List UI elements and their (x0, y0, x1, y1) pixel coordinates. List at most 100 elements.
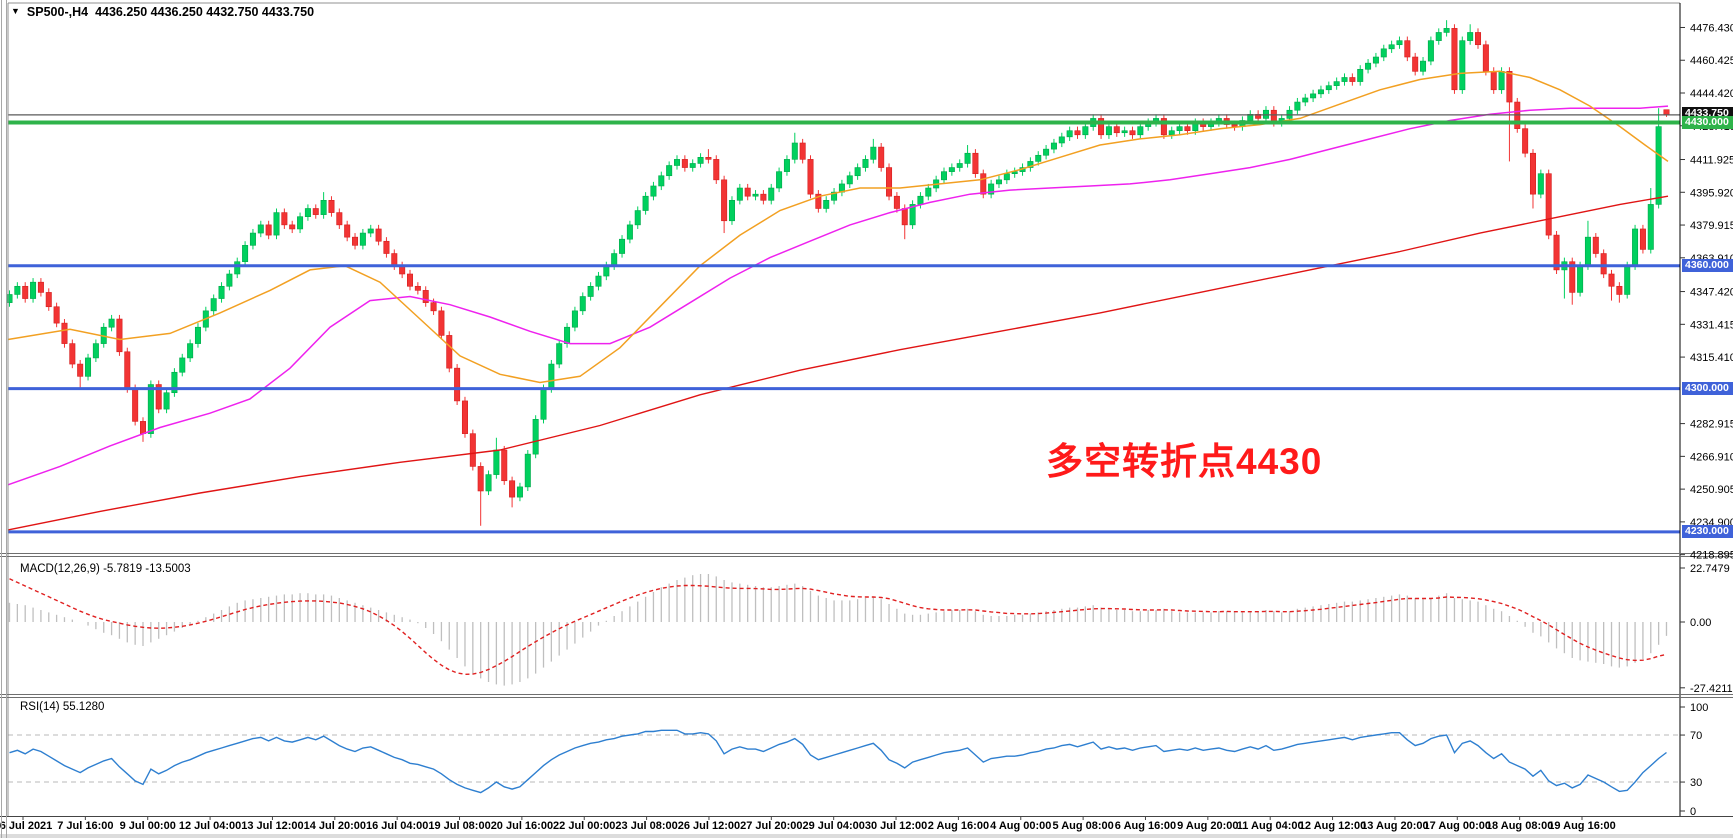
candle-body (1412, 56, 1419, 72)
candle-body (760, 193, 767, 201)
candle-body (1365, 62, 1372, 70)
candle-body (273, 212, 280, 236)
candle-body (1027, 161, 1034, 168)
candle-body (556, 343, 563, 365)
candle-body (336, 212, 343, 226)
candle-body (705, 157, 712, 160)
candle-body (870, 146, 877, 160)
candle-body (289, 224, 296, 230)
candle-body (69, 343, 76, 365)
candle-body (674, 159, 681, 166)
candle-body (1396, 40, 1403, 46)
axis-label: 4315.410 (1690, 352, 1733, 364)
candle-body (587, 285, 594, 297)
axis-label: 19 Aug 16:00 (1548, 820, 1615, 832)
candle-body (1435, 32, 1442, 41)
candle-body (1616, 285, 1623, 295)
symbol-dropdown-icon[interactable]: ▼ (11, 6, 20, 16)
axis-label: 18 Aug 08:00 (1486, 820, 1553, 832)
axis-label: 20 Jul 16:00 (491, 820, 553, 832)
axis-label: 2 Aug 16:00 (928, 820, 989, 832)
axis-label: 11 Aug 04:00 (1237, 820, 1304, 832)
support-4300-price-tag: 4300.000 (1682, 382, 1733, 395)
candle-body (226, 273, 233, 287)
candle-body (234, 261, 241, 275)
candle-body (383, 240, 390, 254)
candle-body (1310, 93, 1317, 99)
candle-body (61, 322, 68, 344)
rsi-line (9, 729, 1667, 794)
candle-body (909, 204, 916, 226)
candle-body (1537, 173, 1544, 195)
candle-body (1058, 136, 1065, 144)
candle-body (689, 163, 696, 168)
axis-label: 13 Aug 20:00 (1361, 820, 1428, 832)
candle-body (540, 388, 547, 420)
candle-body (1341, 77, 1348, 82)
candle-body (1333, 81, 1340, 86)
candle-body (454, 367, 461, 402)
candle-body (147, 384, 154, 434)
candle-body (791, 142, 798, 160)
axis-label: 19 Jul 08:00 (428, 820, 490, 832)
axis-label: 4282.915 (1690, 419, 1733, 431)
candle-body (446, 335, 453, 369)
axis-label: 17 Aug 00:00 (1424, 820, 1491, 832)
candle-body (1420, 60, 1427, 72)
candle-body (37, 281, 44, 293)
candle-body (469, 433, 476, 467)
candle-body (1121, 130, 1128, 134)
support-4360-price-tag: 4360.000 (1682, 259, 1733, 272)
support-4230-price-tag: 4230.000 (1682, 525, 1733, 538)
candle-body (611, 253, 618, 267)
candle-body (22, 285, 29, 299)
candle-body (925, 187, 932, 197)
candle-body (1357, 68, 1364, 82)
candle-body (1137, 126, 1144, 136)
candle-body (1632, 228, 1639, 267)
candle-body (242, 245, 249, 263)
candle-body (116, 318, 123, 353)
candle-body (697, 157, 704, 164)
axis-label: 30 Jul 12:00 (865, 820, 927, 832)
candle-body (414, 285, 421, 291)
axis-label: -27.4211 (1690, 683, 1733, 695)
candle-body (281, 212, 288, 226)
candle-body (1184, 126, 1191, 132)
candle-body (972, 152, 979, 174)
candle-body (328, 200, 335, 213)
axis-label: 4266.910 (1690, 451, 1733, 463)
candle-body (768, 187, 775, 201)
candle-body (1066, 130, 1073, 138)
axis-label: 4460.425 (1690, 55, 1733, 67)
candle-body (1577, 265, 1584, 293)
candle-body (1372, 56, 1379, 64)
axis-label: 4395.920 (1690, 187, 1733, 199)
candle-body (163, 392, 170, 410)
candle-body (430, 302, 437, 312)
candle-body (595, 275, 602, 287)
symbol-period-label: SP500-,H4 (26, 5, 89, 19)
candle-body (1451, 28, 1458, 91)
candle-body (995, 179, 1002, 185)
candle-body (666, 165, 673, 177)
macd-indicator-label: MACD(12,26,9) -5.7819 -13.5003 (20, 563, 191, 575)
candle-body (964, 152, 971, 164)
candle-body (642, 195, 649, 211)
candle-body (1294, 101, 1301, 111)
candle-body (218, 285, 225, 299)
candle-body (807, 159, 814, 195)
candle-body (626, 224, 633, 240)
candle-body (124, 351, 131, 389)
candle-body (155, 384, 162, 410)
candle-body (304, 208, 311, 217)
axis-label: 12 Jul 04:00 (179, 820, 241, 832)
candle-body (1380, 48, 1387, 58)
candle-body (210, 298, 217, 312)
candle-body (501, 449, 508, 482)
candle-body (1160, 118, 1167, 136)
chart-text-annotation[interactable]: 多空转折点4430 (1046, 441, 1323, 482)
axis-label: 29 Jul 04:00 (802, 820, 864, 832)
axis-label: 12 Aug 12:00 (1299, 820, 1366, 832)
